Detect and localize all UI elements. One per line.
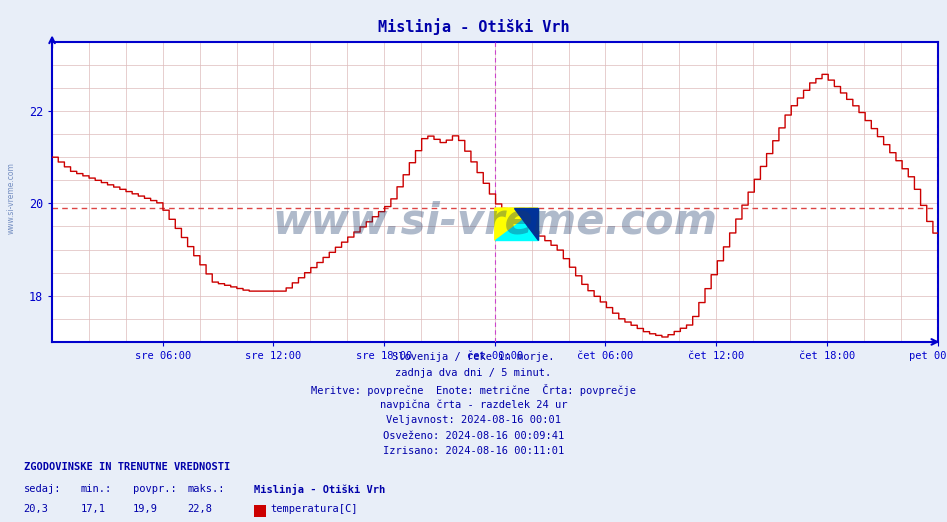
Text: sedaj:: sedaj: bbox=[24, 484, 62, 494]
Text: 17,1: 17,1 bbox=[80, 504, 105, 514]
Text: Mislinja - Otiški Vrh: Mislinja - Otiški Vrh bbox=[254, 484, 385, 495]
Text: ZGODOVINSKE IN TRENUTNE VREDNOSTI: ZGODOVINSKE IN TRENUTNE VREDNOSTI bbox=[24, 462, 230, 472]
Polygon shape bbox=[495, 208, 538, 240]
Text: min.:: min.: bbox=[80, 484, 112, 494]
Text: temperatura[C]: temperatura[C] bbox=[271, 504, 358, 514]
Text: Mislinja - Otiški Vrh: Mislinja - Otiški Vrh bbox=[378, 18, 569, 35]
Text: www.si-vreme.com: www.si-vreme.com bbox=[273, 201, 717, 243]
Text: povpr.:: povpr.: bbox=[133, 484, 176, 494]
Text: www.si-vreme.com: www.si-vreme.com bbox=[7, 162, 16, 234]
Text: Meritve: povprečne  Enote: metrične  Črta: povprečje: Meritve: povprečne Enote: metrične Črta:… bbox=[311, 384, 636, 396]
Text: zadnja dva dni / 5 minut.: zadnja dva dni / 5 minut. bbox=[396, 368, 551, 378]
Text: Izrisano: 2024-08-16 00:11:01: Izrisano: 2024-08-16 00:11:01 bbox=[383, 446, 564, 456]
Text: 20,3: 20,3 bbox=[24, 504, 48, 514]
Polygon shape bbox=[495, 208, 538, 240]
Text: maks.:: maks.: bbox=[188, 484, 225, 494]
Text: navpična črta - razdelek 24 ur: navpična črta - razdelek 24 ur bbox=[380, 399, 567, 410]
Text: Veljavnost: 2024-08-16 00:01: Veljavnost: 2024-08-16 00:01 bbox=[386, 415, 561, 425]
Polygon shape bbox=[514, 208, 538, 240]
Text: Slovenija / reke in morje.: Slovenija / reke in morje. bbox=[392, 352, 555, 362]
Text: 19,9: 19,9 bbox=[133, 504, 157, 514]
Text: Osveženo: 2024-08-16 00:09:41: Osveženo: 2024-08-16 00:09:41 bbox=[383, 431, 564, 441]
Text: 22,8: 22,8 bbox=[188, 504, 212, 514]
